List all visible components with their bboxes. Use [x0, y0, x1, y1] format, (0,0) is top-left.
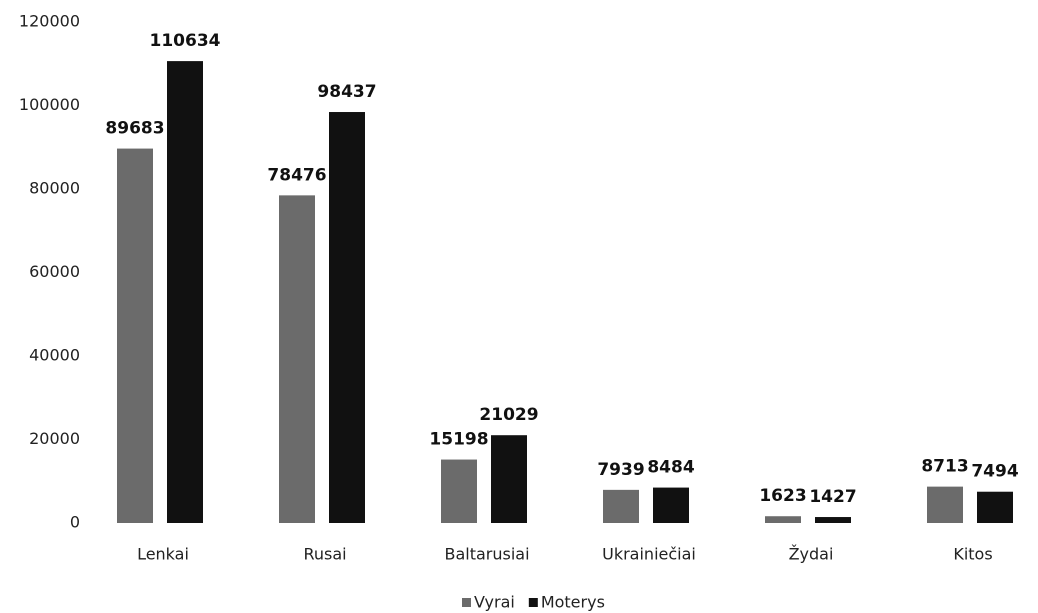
x-tick-label: Ukrainiečiai [602, 545, 696, 564]
value-label: 8484 [647, 458, 694, 478]
value-label: 7494 [971, 462, 1018, 482]
y-tick-label: 20000 [29, 429, 80, 448]
value-label: 110634 [150, 31, 221, 51]
bar [329, 112, 365, 524]
value-label: 89683 [105, 119, 164, 139]
bar [653, 487, 689, 523]
y-tick-label: 120000 [19, 12, 80, 31]
bar [977, 491, 1013, 523]
y-tick-label: 40000 [29, 346, 80, 365]
value-label: 98437 [317, 82, 376, 102]
y-tick-label: 100000 [19, 95, 80, 114]
value-label: 8713 [921, 457, 968, 477]
value-label: 15198 [429, 430, 488, 450]
value-label: 21029 [479, 405, 538, 425]
y-tick-label: 80000 [29, 179, 80, 198]
y-tick-label: 0 [70, 513, 80, 532]
bar [441, 459, 477, 523]
legend-label: Vyrai [474, 593, 515, 612]
value-label: 78476 [267, 165, 326, 185]
bar [603, 489, 639, 523]
x-tick-label: Rusai [303, 545, 346, 564]
value-label: 1623 [759, 486, 806, 506]
bar [765, 516, 801, 523]
bar [491, 435, 527, 523]
x-tick-label: Baltarusiai [444, 545, 529, 564]
bar [815, 517, 851, 523]
legend-label: Moterys [541, 593, 605, 612]
x-tick-label: Kitos [953, 545, 992, 564]
x-tick-label: Žydai [789, 545, 834, 564]
bar [117, 148, 153, 523]
x-tick-label: Lenkai [137, 545, 189, 564]
bar [167, 61, 203, 523]
y-tick-label: 60000 [29, 262, 80, 281]
value-label: 1427 [809, 487, 856, 507]
bar [279, 195, 315, 523]
legend-swatch [462, 598, 471, 607]
legend-swatch [528, 598, 538, 607]
bar [927, 486, 963, 523]
value-label: 7939 [597, 460, 644, 480]
